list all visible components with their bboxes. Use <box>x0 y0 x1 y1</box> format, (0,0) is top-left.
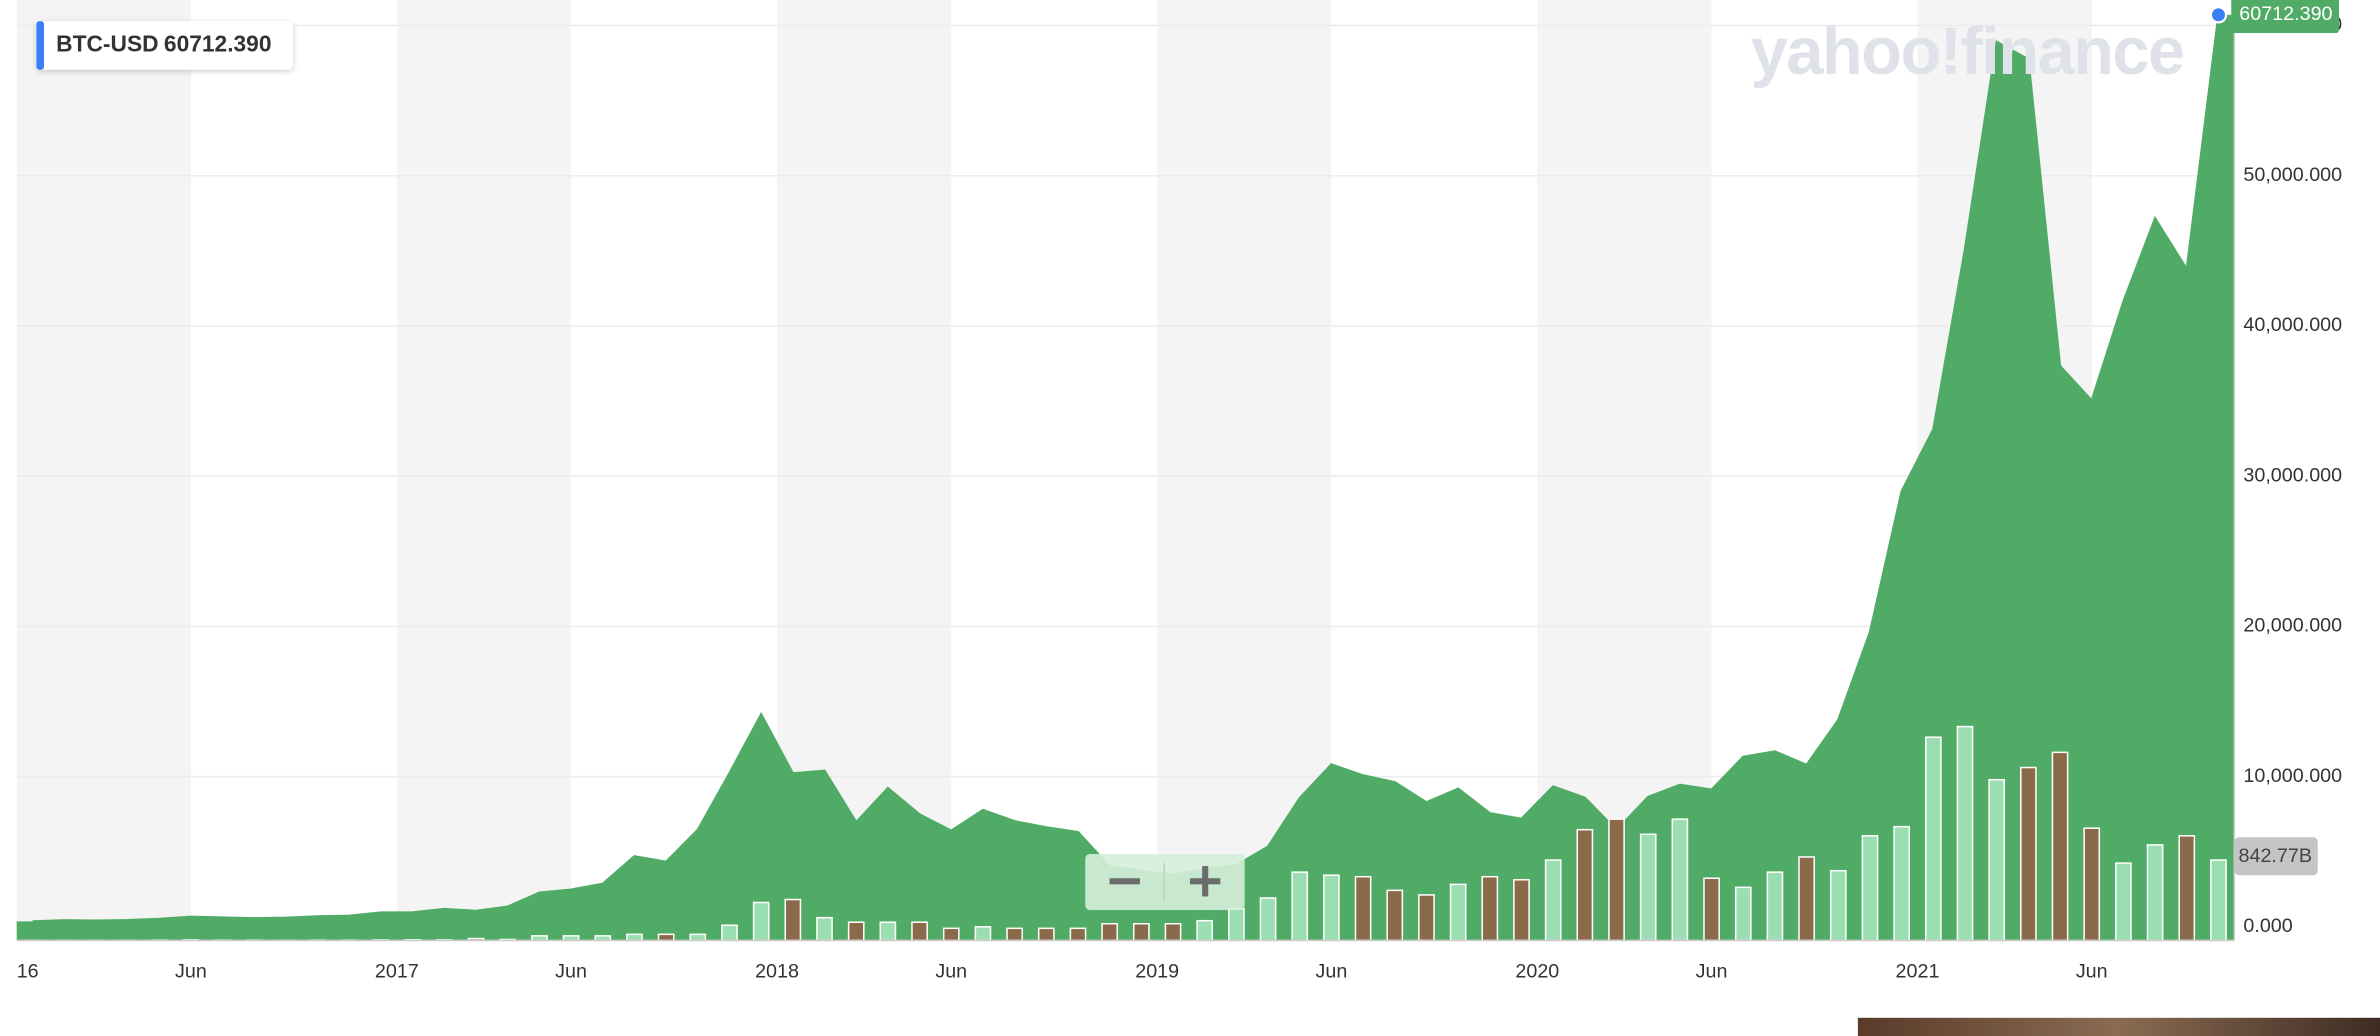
y-tick-label: 0.000 <box>2243 915 2292 937</box>
volume-bar <box>1418 894 1435 942</box>
volume-bar <box>942 927 960 942</box>
volume-bar <box>626 933 643 942</box>
legend-box <box>36 21 293 70</box>
last-point <box>2209 6 2228 24</box>
volume-bar <box>752 901 770 942</box>
volume-bar <box>1576 828 1594 942</box>
volume-bar <box>1259 897 1277 942</box>
price-tag-box <box>2231 0 2340 34</box>
volume-bar <box>1608 818 1625 942</box>
volume-bar <box>2083 827 2101 942</box>
volume-bar <box>911 921 928 942</box>
volume-bar <box>1671 818 1689 942</box>
x-ticks: 2016 Jun 2017 Jun 2018 Jun 2019 Jun 2020 Jun 2021 J… <box>0 960 2108 982</box>
x-tick-label: Jun <box>1316 960 1348 982</box>
volume-bar <box>1766 871 1784 942</box>
volume-bar <box>784 898 802 942</box>
volume-bar <box>2210 859 2227 942</box>
x-tick-label: 2018 <box>755 960 799 982</box>
zoom-control[interactable] <box>1085 853 1245 911</box>
volume-bar <box>2115 862 2132 942</box>
volume-tag: 842.77B <box>2239 845 2312 867</box>
volume-bar <box>1323 874 1340 942</box>
x-tick-label: Jun <box>2076 960 2108 982</box>
volume-bar <box>1513 879 1530 942</box>
volume-layer <box>24 725 2227 942</box>
x-tick-label: 2021 <box>1896 960 1940 982</box>
legend: BTC-USD 60712.390 <box>36 21 293 70</box>
y-tick-label: 30,000.000 <box>2243 464 2342 486</box>
x-tick-label: 2020 <box>1515 960 1559 982</box>
period-band <box>396 0 572 941</box>
period-band <box>16 0 191 941</box>
volume-bar <box>1861 835 1879 942</box>
volume-bar <box>879 921 897 942</box>
volume-bar <box>1449 883 1467 942</box>
volume-bar <box>1481 875 1499 942</box>
volume-bar <box>1228 907 1245 942</box>
thumbnail-strip <box>1857 1017 2380 1036</box>
volume-bar <box>1703 877 1720 942</box>
volume-bar <box>1354 875 1372 942</box>
volume-bar <box>1798 856 1815 942</box>
volume-bar <box>1639 833 1657 942</box>
volume-bar <box>1956 725 1974 942</box>
volume-bar <box>1069 927 1087 942</box>
legend-price: 60712.390 <box>164 31 272 57</box>
volume-bar <box>1893 825 1910 942</box>
legend-symbol: BTC-USD <box>56 31 158 57</box>
y-ticks: 0.000 10,000.000 20,000.000 30,000.000 40,00… <box>2243 14 2342 937</box>
area-layer <box>16 14 2235 941</box>
legend-marker <box>36 21 45 70</box>
period-band <box>1157 0 1332 941</box>
volume-bar <box>1988 778 2006 942</box>
zoom-in-button[interactable] <box>1190 866 1221 897</box>
volume-bar <box>974 926 992 942</box>
volume-bar <box>2020 766 2037 942</box>
zoom-in-v <box>1202 866 1209 897</box>
volume-bar <box>2146 844 2164 942</box>
x-tick-label: Jun <box>175 960 207 982</box>
zoom-out-button[interactable] <box>1109 878 1140 885</box>
x-tick-label: 2017 <box>375 960 419 982</box>
x-tick-label: 2019 <box>1135 960 1179 982</box>
y-tick-label: 40,000.000 <box>2243 314 2342 336</box>
watermark: yahoo!finance <box>1751 15 2184 89</box>
volume-bar <box>1132 922 1150 942</box>
price-tag: 60712.390 <box>2239 3 2332 25</box>
volume-bar <box>1101 922 1118 942</box>
volume-bar <box>1196 919 1214 942</box>
volume-bar <box>816 916 833 942</box>
x-tick-label: Jun <box>555 960 587 982</box>
x-tick-label: 2016 <box>0 960 39 982</box>
volume-bar <box>689 933 707 942</box>
x-tick-label: Jun <box>1696 960 1728 982</box>
volume-bar <box>2178 835 2196 942</box>
volume-bar <box>1924 736 1942 942</box>
y-tick-label: 10,000.000 <box>2243 765 2342 787</box>
area-fill <box>16 14 2235 941</box>
volume-bar <box>721 924 738 942</box>
volume-bar <box>1006 927 1023 942</box>
volume-bar <box>1291 871 1309 942</box>
volume-tag-box <box>2234 837 2318 876</box>
volume-bar <box>1734 886 1752 942</box>
volume-bar <box>1164 922 1182 942</box>
y-tick-label: 20,000.000 <box>2243 615 2342 637</box>
volume-bar <box>1037 927 1055 942</box>
volume-bar <box>657 933 675 942</box>
volume-bar <box>2051 751 2069 942</box>
period-band <box>1537 0 1712 941</box>
volume-bar <box>1386 889 1404 942</box>
volume-bar <box>1829 869 1847 942</box>
volume-bar <box>847 921 865 942</box>
volume-bar <box>1544 859 1562 942</box>
y-tick-label: 50,000.000 <box>2243 164 2342 186</box>
x-tick-label: Jun <box>935 960 967 982</box>
